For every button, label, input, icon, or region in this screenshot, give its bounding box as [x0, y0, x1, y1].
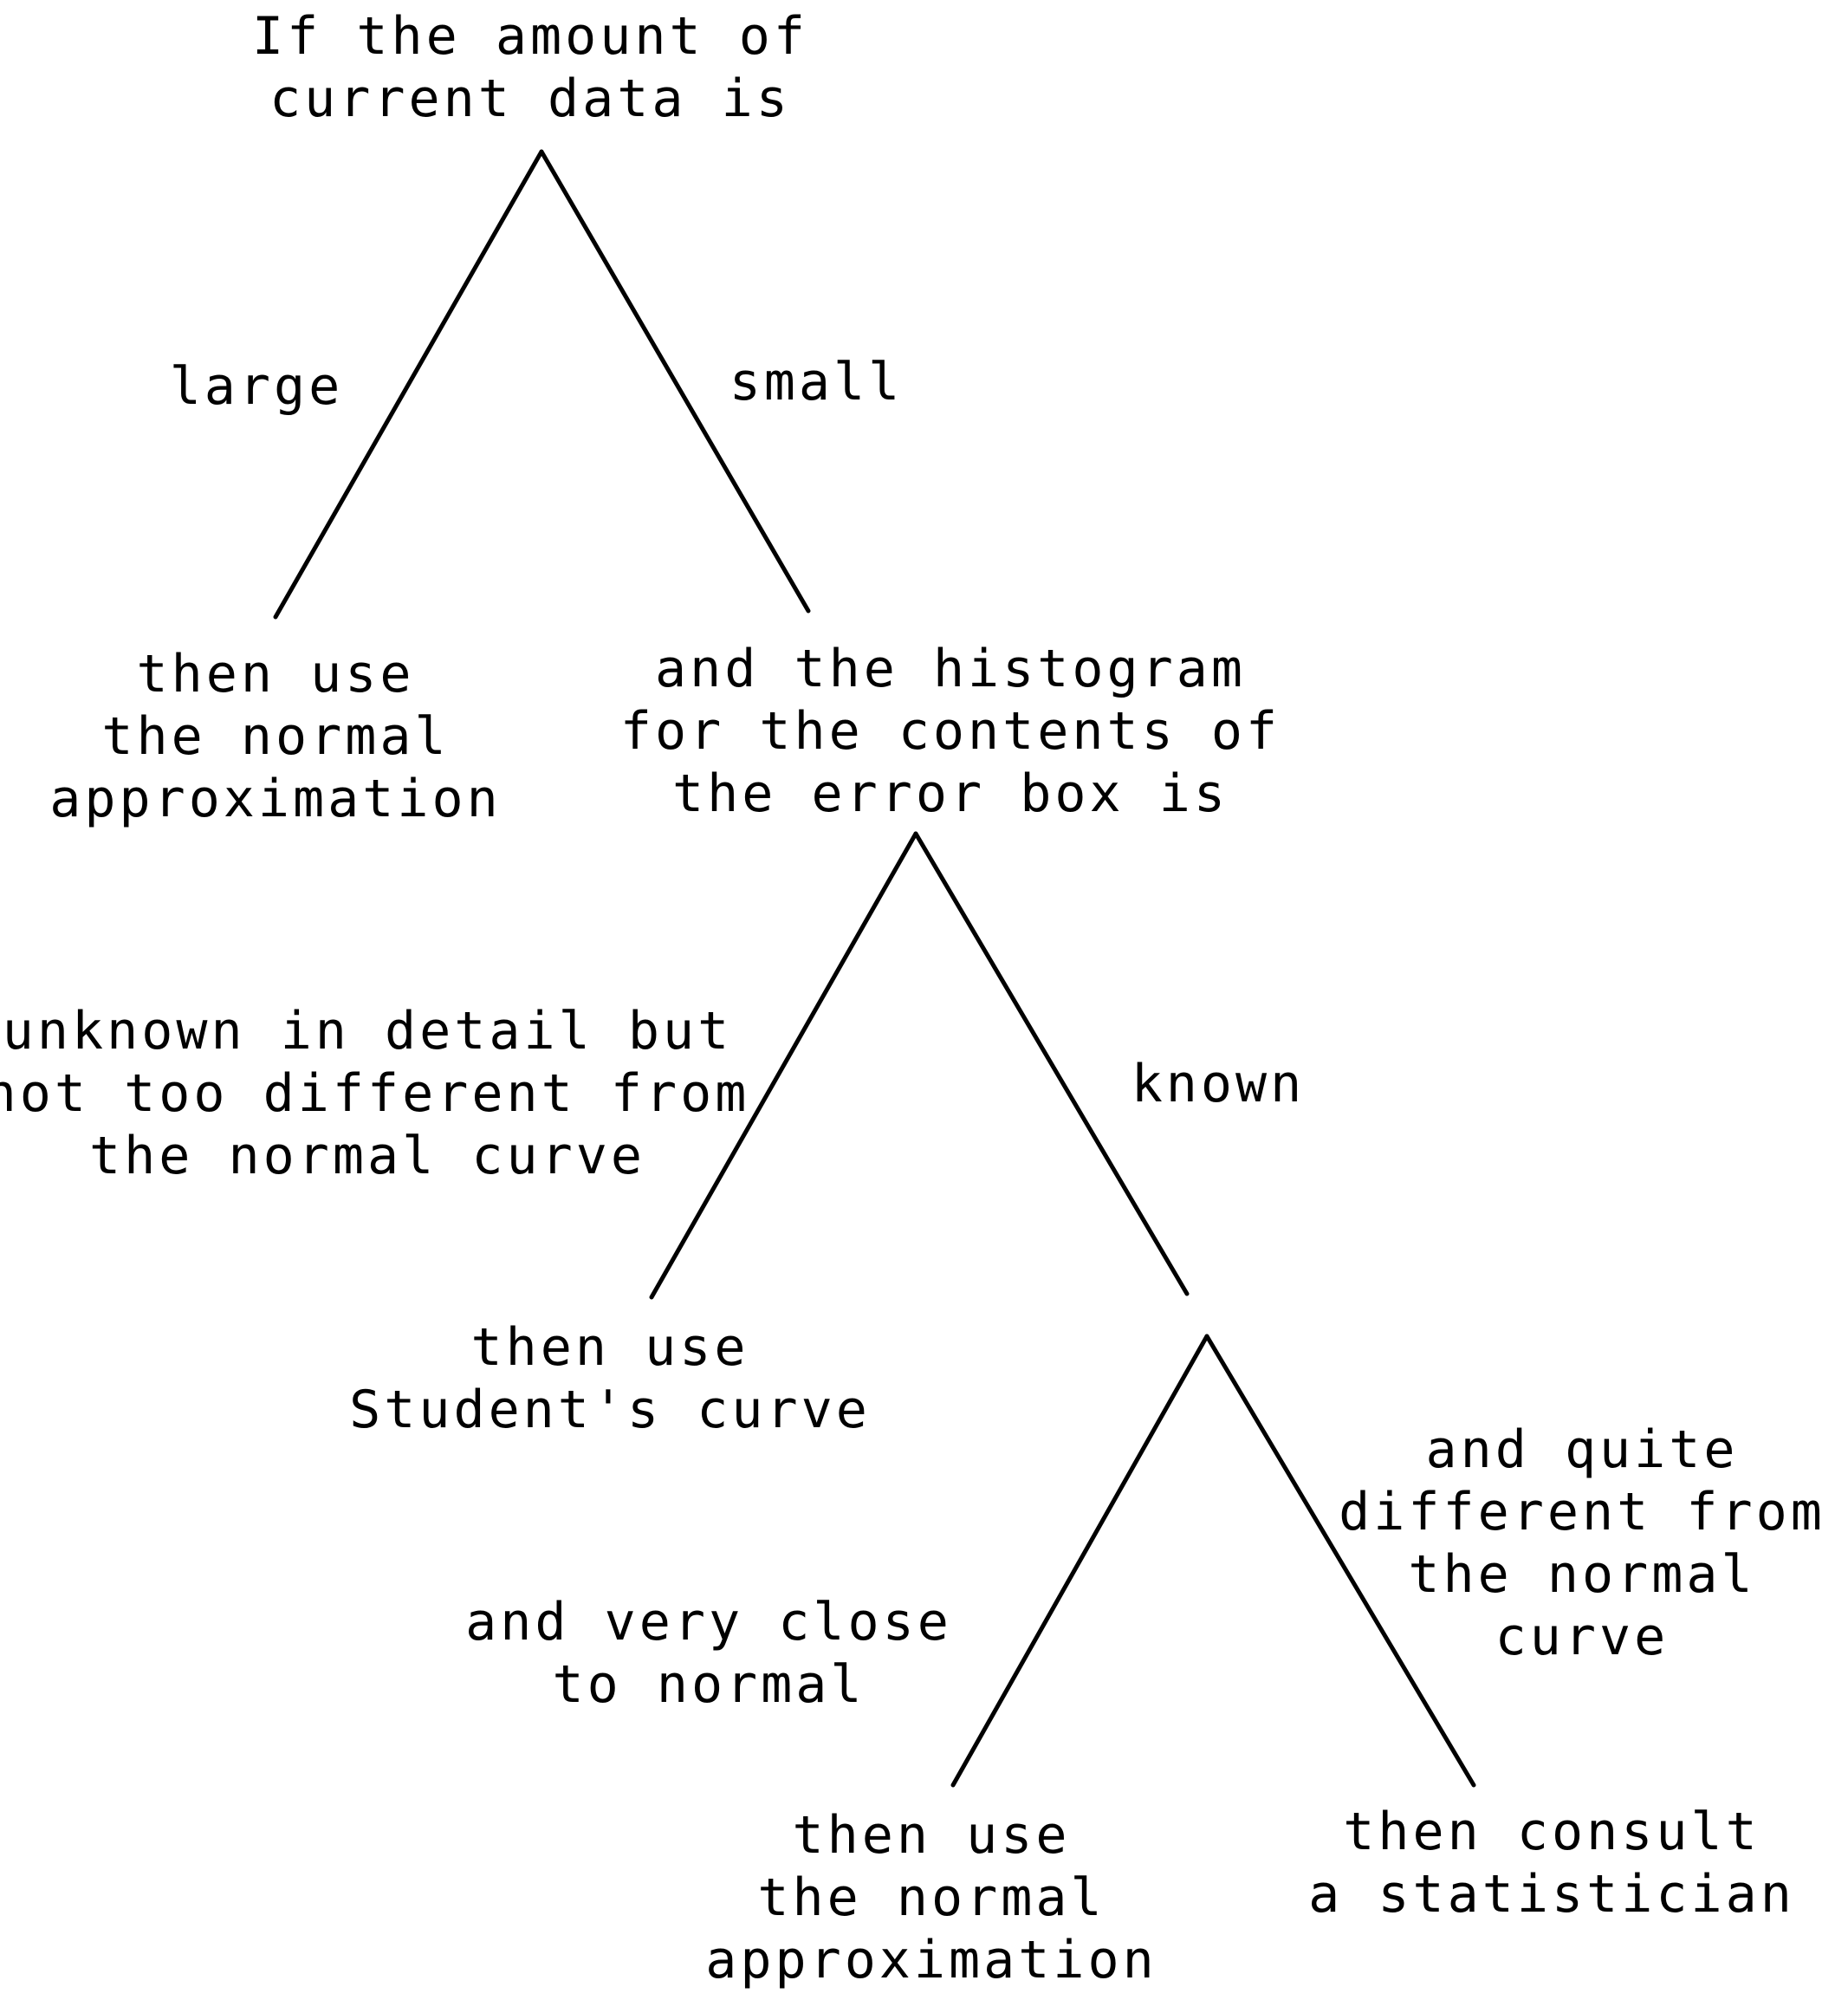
edge-root-to-large	[273, 149, 544, 620]
outcome-large-normal-approximation: then use the normal approximation	[49, 644, 502, 829]
edge-histogram-to-unknown	[649, 831, 918, 1300]
edge-root-to-small	[539, 149, 811, 614]
edge-histogram-to-known	[913, 831, 1190, 1296]
branch-label-unknown: unknown in detail but not too different …	[0, 1001, 750, 1186]
histogram-question: and the histogram for the contents of th…	[619, 639, 1281, 824]
branch-label-close-to-normal: and very close to normal	[465, 1592, 952, 1715]
branch-label-large: large	[169, 356, 344, 417]
outcome-close-normal-approximation: then use the normal approximation	[705, 1805, 1157, 1990]
outcome-consult-statistician: then consult a statistician	[1308, 1802, 1795, 1925]
edge-known-to-different	[1204, 1334, 1476, 1788]
outcome-students-curve: then use Student's curve	[349, 1317, 871, 1440]
edge-known-to-close	[950, 1334, 1209, 1788]
branch-label-known: known	[1131, 1054, 1306, 1114]
root-question: If the amount of current data is	[252, 6, 808, 129]
branch-label-small: small	[729, 352, 904, 412]
branch-label-different-from-normal: and quite different from the normal curv…	[1339, 1419, 1825, 1667]
